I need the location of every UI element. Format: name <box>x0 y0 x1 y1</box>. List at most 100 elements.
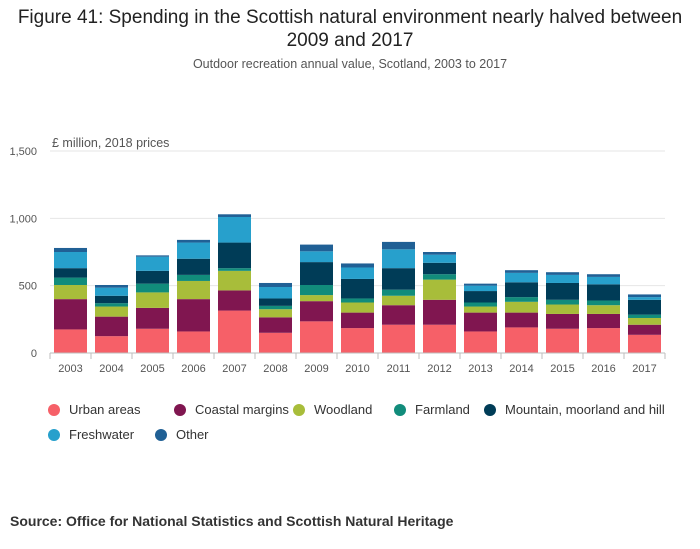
x-tick-label: 2011 <box>387 363 411 375</box>
bar-segment <box>259 332 292 353</box>
bar-segment <box>505 327 538 353</box>
legend-swatch <box>48 428 60 441</box>
x-tick-label: 2016 <box>591 363 615 375</box>
legend-item: Mountain, moorland and hill <box>484 402 665 417</box>
legend-item: Coastal margins <box>174 402 289 417</box>
x-tick-label: 2010 <box>345 363 369 375</box>
x-tick-label: 2014 <box>509 363 533 375</box>
bar-segment <box>177 331 210 353</box>
bar-segment <box>300 262 333 285</box>
legend-swatch <box>484 403 496 416</box>
bar-segment <box>54 247 87 252</box>
bar-segment <box>341 312 374 329</box>
bar-segment <box>587 276 620 285</box>
bar-segment <box>464 306 497 313</box>
bar-segment <box>587 284 620 301</box>
bar-segment <box>177 258 210 275</box>
bar-segment <box>341 263 374 268</box>
bar-segment <box>136 328 169 353</box>
bar-segment <box>546 299 579 305</box>
bar-segment <box>218 310 251 353</box>
bar-segment <box>587 328 620 353</box>
y-tick-label: 1,000 <box>9 213 37 225</box>
bar-segment <box>546 282 579 300</box>
legend-swatch <box>174 403 186 416</box>
bar-segment <box>382 305 415 325</box>
legend-swatch <box>155 428 167 441</box>
y-axis-ticks: 0 500 1,000 1,500 <box>9 146 37 360</box>
bar-segment <box>218 216 251 243</box>
bar-segment <box>423 299 456 325</box>
bar-segment <box>628 297 661 300</box>
source-note: Source: Office for National Statistics a… <box>10 513 454 529</box>
legend-item: Urban areas <box>48 402 141 417</box>
bar-segment <box>259 305 292 310</box>
bar-segment <box>382 289 415 296</box>
bar-segment <box>259 298 292 306</box>
bar-segment <box>341 267 374 279</box>
bar-segment <box>423 252 456 255</box>
bar-segment <box>382 268 415 290</box>
chart-subtitle: Outdoor recreation annual value, Scotlan… <box>192 57 508 71</box>
x-axis-ticks: 2003 2004 2005 2006 2007 2008 2009 2010 2011 2012… <box>49 353 666 375</box>
x-tick-label: 2007 <box>222 363 246 375</box>
bar-segment <box>546 274 579 283</box>
bar-segment <box>300 295 333 302</box>
x-tick-label: 2015 <box>550 363 574 375</box>
bar-segment <box>628 334 661 353</box>
y-tick-label: 0 <box>31 348 37 360</box>
x-tick-label: 2006 <box>181 363 205 375</box>
bar-segment <box>382 295 415 306</box>
bar-segment <box>382 324 415 353</box>
bar-segment <box>136 270 169 284</box>
bar-segment <box>505 301 538 313</box>
legend-item: Woodland <box>293 402 372 417</box>
bar-segment <box>95 336 128 353</box>
y-axis-unit-label: £ million, 2018 prices <box>52 136 169 150</box>
legend-label: Mountain, moorland and hill <box>505 402 665 417</box>
legend-item: Other <box>155 427 209 442</box>
bar-segment <box>177 239 210 243</box>
legend-swatch <box>394 403 406 416</box>
bar-segment <box>300 244 333 252</box>
bar-segment <box>505 272 538 283</box>
bar-segment <box>464 285 497 292</box>
bar-segment <box>218 290 251 311</box>
bar-segment <box>587 313 620 329</box>
legend-label: Other <box>176 427 209 442</box>
bar-segment <box>218 270 251 291</box>
chart-title: Figure 41: Spending in the Scottish natu… <box>17 7 683 51</box>
bar-segment <box>95 287 128 296</box>
stacked-bar-chart: £ million, 2018 prices 0 500 1,000 1,500 20… <box>9 136 666 375</box>
bar-segment <box>54 284 87 300</box>
legend-label: Freshwater <box>69 427 135 442</box>
bar-segment <box>382 241 415 250</box>
bar-segment <box>628 299 661 315</box>
legend-label: Farmland <box>415 402 470 417</box>
bar-segment <box>546 313 579 329</box>
y-tick-label: 500 <box>19 281 37 293</box>
bar-segment <box>423 274 456 280</box>
x-tick-label: 2005 <box>140 363 164 375</box>
bar-segment <box>218 214 251 217</box>
bar-segment <box>54 277 87 285</box>
bar-segment <box>177 242 210 259</box>
bar-segment <box>300 321 333 353</box>
bar-segment <box>300 301 333 322</box>
bar-segment <box>382 249 415 269</box>
bar-segment <box>505 312 538 328</box>
bar-segment <box>136 256 169 271</box>
legend-label: Coastal margins <box>195 402 289 417</box>
x-tick-label: 2013 <box>468 363 492 375</box>
bar-segment <box>341 298 374 303</box>
bar-segment <box>177 299 210 332</box>
bar-segment <box>54 299 87 330</box>
bar-segment <box>546 328 579 353</box>
bar-segment <box>136 283 169 293</box>
bar-segment <box>300 251 333 263</box>
legend-label: Woodland <box>314 402 373 417</box>
bar-segment <box>628 294 661 298</box>
bar-segment <box>218 268 251 271</box>
legend-swatch <box>293 403 305 416</box>
x-tick-label: 2012 <box>427 363 451 375</box>
